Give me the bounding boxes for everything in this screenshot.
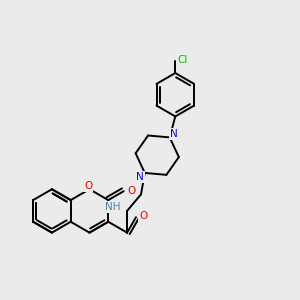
Text: O: O <box>84 181 92 191</box>
Text: NH: NH <box>105 202 121 212</box>
Text: N: N <box>136 172 144 182</box>
Text: O: O <box>139 211 148 221</box>
Text: Cl: Cl <box>178 55 188 65</box>
Text: N: N <box>170 129 178 139</box>
Text: O: O <box>127 186 135 196</box>
